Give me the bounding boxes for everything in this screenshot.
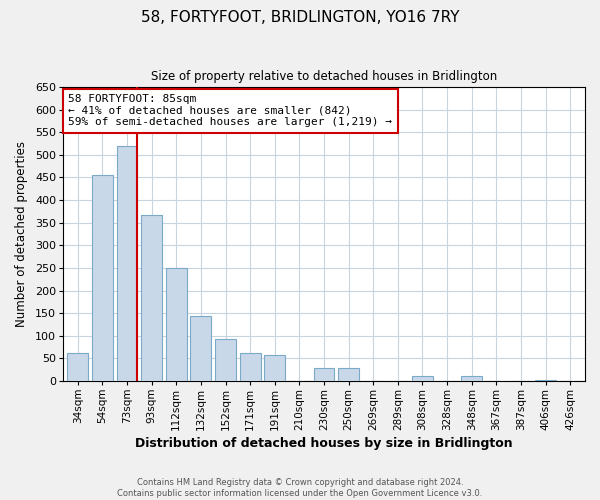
Bar — [116, 146, 137, 381]
Bar — [461, 376, 482, 381]
Bar — [92, 175, 113, 381]
X-axis label: Distribution of detached houses by size in Bridlington: Distribution of detached houses by size … — [135, 437, 513, 450]
Y-axis label: Number of detached properties: Number of detached properties — [15, 141, 28, 327]
Title: Size of property relative to detached houses in Bridlington: Size of property relative to detached ho… — [151, 70, 497, 83]
Text: 58, FORTYFOOT, BRIDLINGTON, YO16 7RY: 58, FORTYFOOT, BRIDLINGTON, YO16 7RY — [141, 10, 459, 25]
Bar — [190, 316, 211, 381]
Bar — [239, 353, 260, 381]
Bar — [166, 268, 187, 381]
Bar — [338, 368, 359, 381]
Bar — [67, 353, 88, 381]
Bar — [535, 380, 556, 381]
Bar — [314, 368, 334, 381]
Bar — [412, 376, 433, 381]
Bar — [215, 339, 236, 381]
Text: 58 FORTYFOOT: 85sqm
← 41% of detached houses are smaller (842)
59% of semi-detac: 58 FORTYFOOT: 85sqm ← 41% of detached ho… — [68, 94, 392, 128]
Bar — [141, 214, 162, 381]
Text: Contains HM Land Registry data © Crown copyright and database right 2024.
Contai: Contains HM Land Registry data © Crown c… — [118, 478, 482, 498]
Bar — [264, 355, 285, 381]
